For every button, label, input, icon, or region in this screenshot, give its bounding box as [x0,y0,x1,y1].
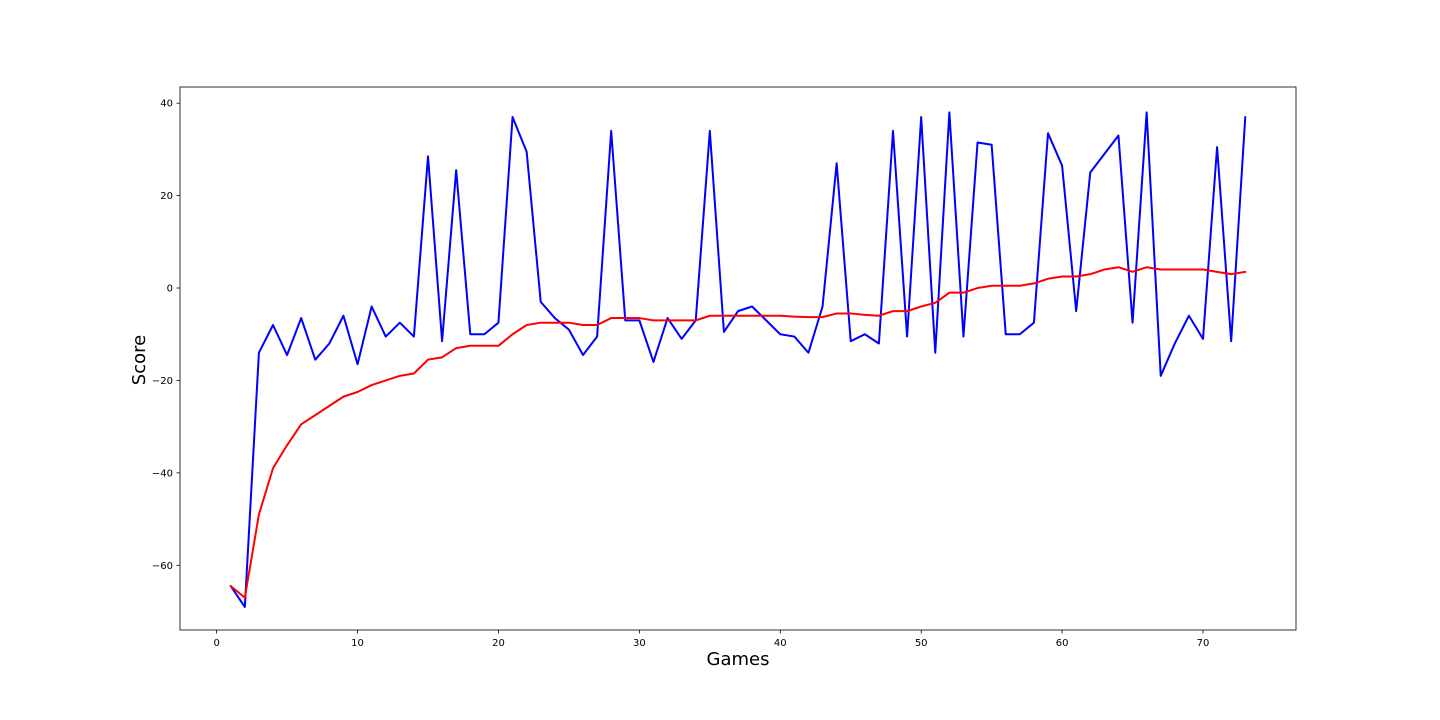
x-axis-title: Games [707,649,770,670]
series-line-1 [229,111,1247,608]
x-tick-label: 20 [492,638,505,649]
series-line-2 [229,266,1247,599]
series-layer [229,111,1247,608]
y-tick-label: 40 [160,99,173,110]
plot-frame [179,86,1297,631]
x-tick-label: 50 [915,638,928,649]
y-tick-label: −60 [152,561,173,572]
y-tick-label: −40 [152,468,173,479]
x-tick-label: 10 [351,638,364,649]
x-tick-label: 40 [774,638,787,649]
x-tick-label: 0 [213,638,219,649]
x-tick-label: 70 [1197,638,1210,649]
x-tick-label: 60 [1056,638,1069,649]
y-tick-label: 0 [167,284,173,295]
y-axis-title: Score [129,335,150,385]
y-axis-ticks: 40 20 0 −20 −40 −60 [152,99,180,572]
x-tick-label: 30 [633,638,646,649]
y-tick-label: −20 [152,376,173,387]
y-tick-label: 20 [160,191,173,202]
x-axis-ticks: 0 10 20 30 40 50 60 70 [213,630,1209,649]
